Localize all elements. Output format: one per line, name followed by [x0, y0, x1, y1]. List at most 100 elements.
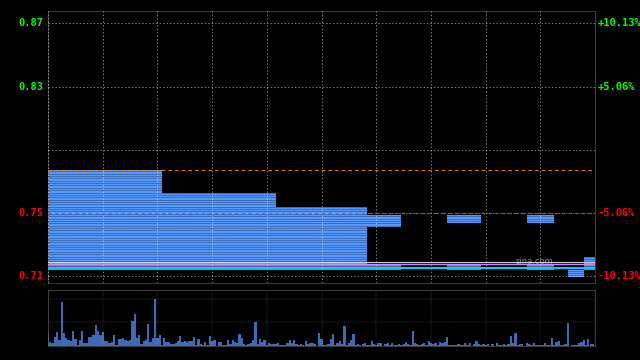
Bar [225, 345, 227, 346]
Bar [380, 343, 382, 346]
Bar [195, 345, 197, 346]
Bar [186, 342, 188, 346]
Bar [371, 341, 373, 346]
Bar [446, 337, 448, 346]
Bar [229, 344, 232, 346]
Bar [291, 343, 293, 346]
Bar [106, 341, 108, 346]
Bar [65, 338, 67, 346]
Bar [592, 344, 594, 346]
Bar [248, 344, 250, 346]
Bar [537, 345, 540, 346]
Bar [159, 335, 161, 346]
Bar [223, 345, 225, 346]
Bar [387, 343, 389, 346]
Bar [447, 215, 481, 223]
Bar [515, 333, 516, 346]
Bar [145, 340, 147, 346]
Bar [499, 345, 500, 346]
Bar [115, 345, 118, 346]
Bar [492, 344, 493, 346]
Bar [350, 340, 353, 346]
Bar [414, 343, 416, 346]
Bar [79, 340, 81, 346]
Bar [562, 345, 564, 346]
Bar [311, 343, 314, 346]
Bar [113, 335, 115, 346]
Bar [136, 338, 138, 346]
Bar [330, 339, 332, 346]
Bar [298, 345, 300, 346]
Bar [264, 341, 266, 346]
Bar [442, 343, 444, 346]
Bar [318, 333, 321, 346]
Bar [403, 344, 405, 346]
Bar [369, 345, 371, 346]
Bar [152, 338, 154, 346]
Bar [362, 344, 364, 346]
Bar [124, 339, 127, 346]
Bar [307, 345, 309, 346]
Bar [47, 333, 49, 346]
Bar [544, 342, 546, 346]
Bar [535, 345, 537, 346]
Bar [532, 343, 535, 346]
Bar [439, 342, 442, 346]
Bar [277, 343, 280, 346]
Bar [170, 344, 172, 346]
Bar [462, 345, 464, 346]
Bar [268, 343, 270, 346]
Text: -5.06%: -5.06% [598, 208, 636, 218]
Bar [197, 339, 200, 346]
Bar [428, 341, 430, 346]
Bar [86, 343, 88, 346]
Bar [467, 345, 468, 346]
Bar [67, 340, 70, 346]
Bar [181, 342, 184, 346]
Bar [572, 345, 573, 346]
Bar [129, 339, 131, 346]
Bar [61, 302, 63, 346]
Bar [209, 336, 211, 346]
Bar [161, 345, 163, 346]
Bar [232, 341, 234, 346]
Bar [289, 341, 291, 346]
Bar [407, 344, 410, 346]
Bar [435, 343, 436, 346]
Bar [250, 343, 252, 346]
Bar [211, 341, 213, 346]
Bar [334, 345, 337, 346]
Bar [578, 343, 580, 346]
Bar [49, 342, 51, 346]
Bar [367, 215, 401, 226]
Text: sina.com: sina.com [516, 257, 554, 266]
Bar [378, 343, 380, 346]
Bar [512, 343, 515, 346]
Bar [323, 345, 325, 346]
Bar [576, 345, 578, 346]
Bar [177, 341, 179, 346]
Bar [589, 344, 592, 346]
Bar [108, 343, 111, 346]
Bar [582, 340, 585, 346]
Bar [473, 344, 476, 346]
Bar [348, 343, 350, 346]
Bar [58, 339, 61, 346]
Bar [343, 325, 346, 346]
Bar [527, 215, 554, 223]
Text: +10.13%: +10.13% [598, 18, 640, 28]
Bar [56, 332, 58, 346]
Bar [553, 345, 556, 346]
Bar [296, 344, 298, 346]
Bar [384, 343, 387, 346]
Bar [341, 344, 343, 346]
Bar [70, 341, 72, 346]
Bar [521, 344, 524, 346]
Bar [447, 265, 481, 270]
Bar [261, 342, 264, 346]
Bar [270, 345, 273, 346]
Bar [452, 345, 455, 346]
Text: 0.83: 0.83 [19, 82, 44, 92]
Bar [551, 338, 553, 346]
Bar [548, 345, 551, 346]
